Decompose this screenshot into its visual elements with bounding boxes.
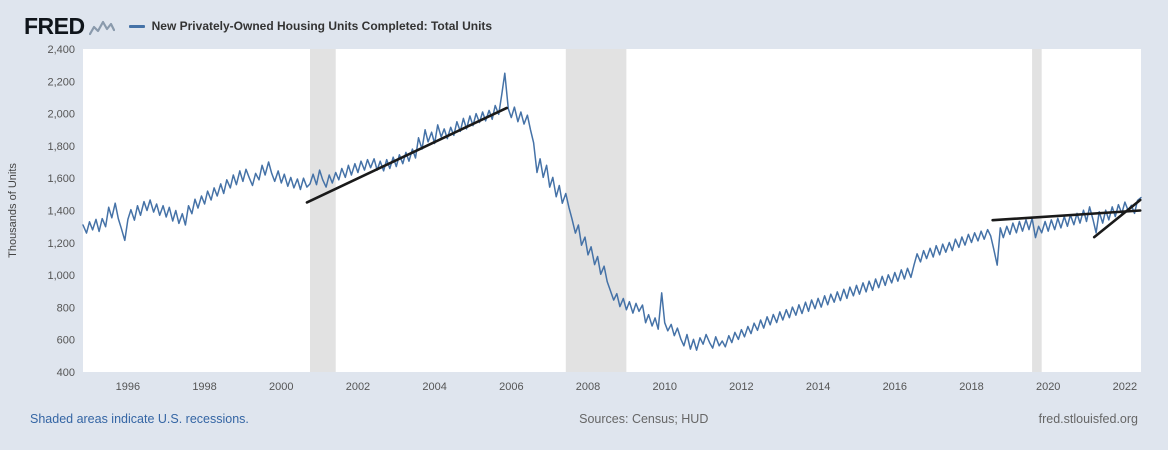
- y-tick-label: 1,600: [47, 173, 75, 185]
- x-tick-label: 2000: [269, 381, 293, 393]
- x-tick-label: 1998: [192, 381, 216, 393]
- y-tick-label: 400: [57, 367, 75, 379]
- recession-band: [310, 49, 336, 372]
- fred-site-link[interactable]: fred.stlouisfed.org: [1038, 412, 1138, 426]
- x-tick-label: 2020: [1036, 381, 1060, 393]
- trendline-annotation: [991, 209, 1142, 222]
- fred-logo-text: FRED: [24, 12, 85, 39]
- y-tick-label: 600: [57, 335, 75, 347]
- housing-units-line-chart[interactable]: 400 600 800 1,000 1,200 1,400 1,600 1,800 2,000 2…: [0, 42, 1168, 402]
- x-tick-label: 2022: [1113, 381, 1137, 393]
- y-tick-label: 1,800: [47, 141, 75, 153]
- chart-area: 400 600 800 1,000 1,200 1,400 1,600 1,800 2,000 2…: [0, 42, 1168, 402]
- trendline-annotation: [305, 106, 509, 204]
- y-tick-label: 1,200: [47, 238, 75, 250]
- x-tick-label: 2002: [346, 381, 370, 393]
- x-tick-label: 2004: [422, 381, 446, 393]
- x-tick-label: 2012: [729, 381, 753, 393]
- fred-logo-graph-icon: [88, 20, 115, 36]
- y-tick-label: 2,200: [47, 76, 75, 88]
- recession-note-link[interactable]: Shaded areas indicate U.S. recessions.: [30, 412, 249, 426]
- recession-band: [565, 49, 627, 372]
- chart-footer: Shaded areas indicate U.S. recessions. S…: [0, 408, 1168, 426]
- y-tick-label: 1,400: [47, 206, 75, 218]
- y-axis-title: Thousands of Units: [7, 163, 19, 258]
- x-tick-label: 2008: [576, 381, 600, 393]
- recession-band: [1032, 49, 1042, 372]
- x-tick-label: 2014: [806, 381, 830, 393]
- legend-series-label: New Privately-Owned Housing Units Comple…: [151, 19, 493, 33]
- y-tick-label: 800: [57, 302, 75, 314]
- trendline-annotation: [1092, 198, 1142, 239]
- y-tick-label: 2,400: [47, 44, 75, 56]
- chart-legend: New Privately-Owned Housing Units Comple…: [128, 19, 493, 33]
- fred-logo[interactable]: FRED: [24, 13, 115, 40]
- chart-header: FRED New Privately-Owned Housing Units C…: [0, 0, 1168, 43]
- x-tick-label: 1996: [116, 381, 140, 393]
- x-tick-label: 2018: [959, 381, 983, 393]
- sources-text: Sources: Census; HUD: [579, 412, 709, 426]
- y-tick-label: 2,000: [47, 109, 75, 121]
- x-tick-label: 2016: [883, 381, 907, 393]
- x-tick-label: 2010: [652, 381, 676, 393]
- x-tick-label: 2006: [499, 381, 523, 393]
- y-tick-label: 1,000: [47, 270, 75, 282]
- series-line[interactable]: [82, 72, 1142, 351]
- legend-line-swatch: [128, 24, 145, 28]
